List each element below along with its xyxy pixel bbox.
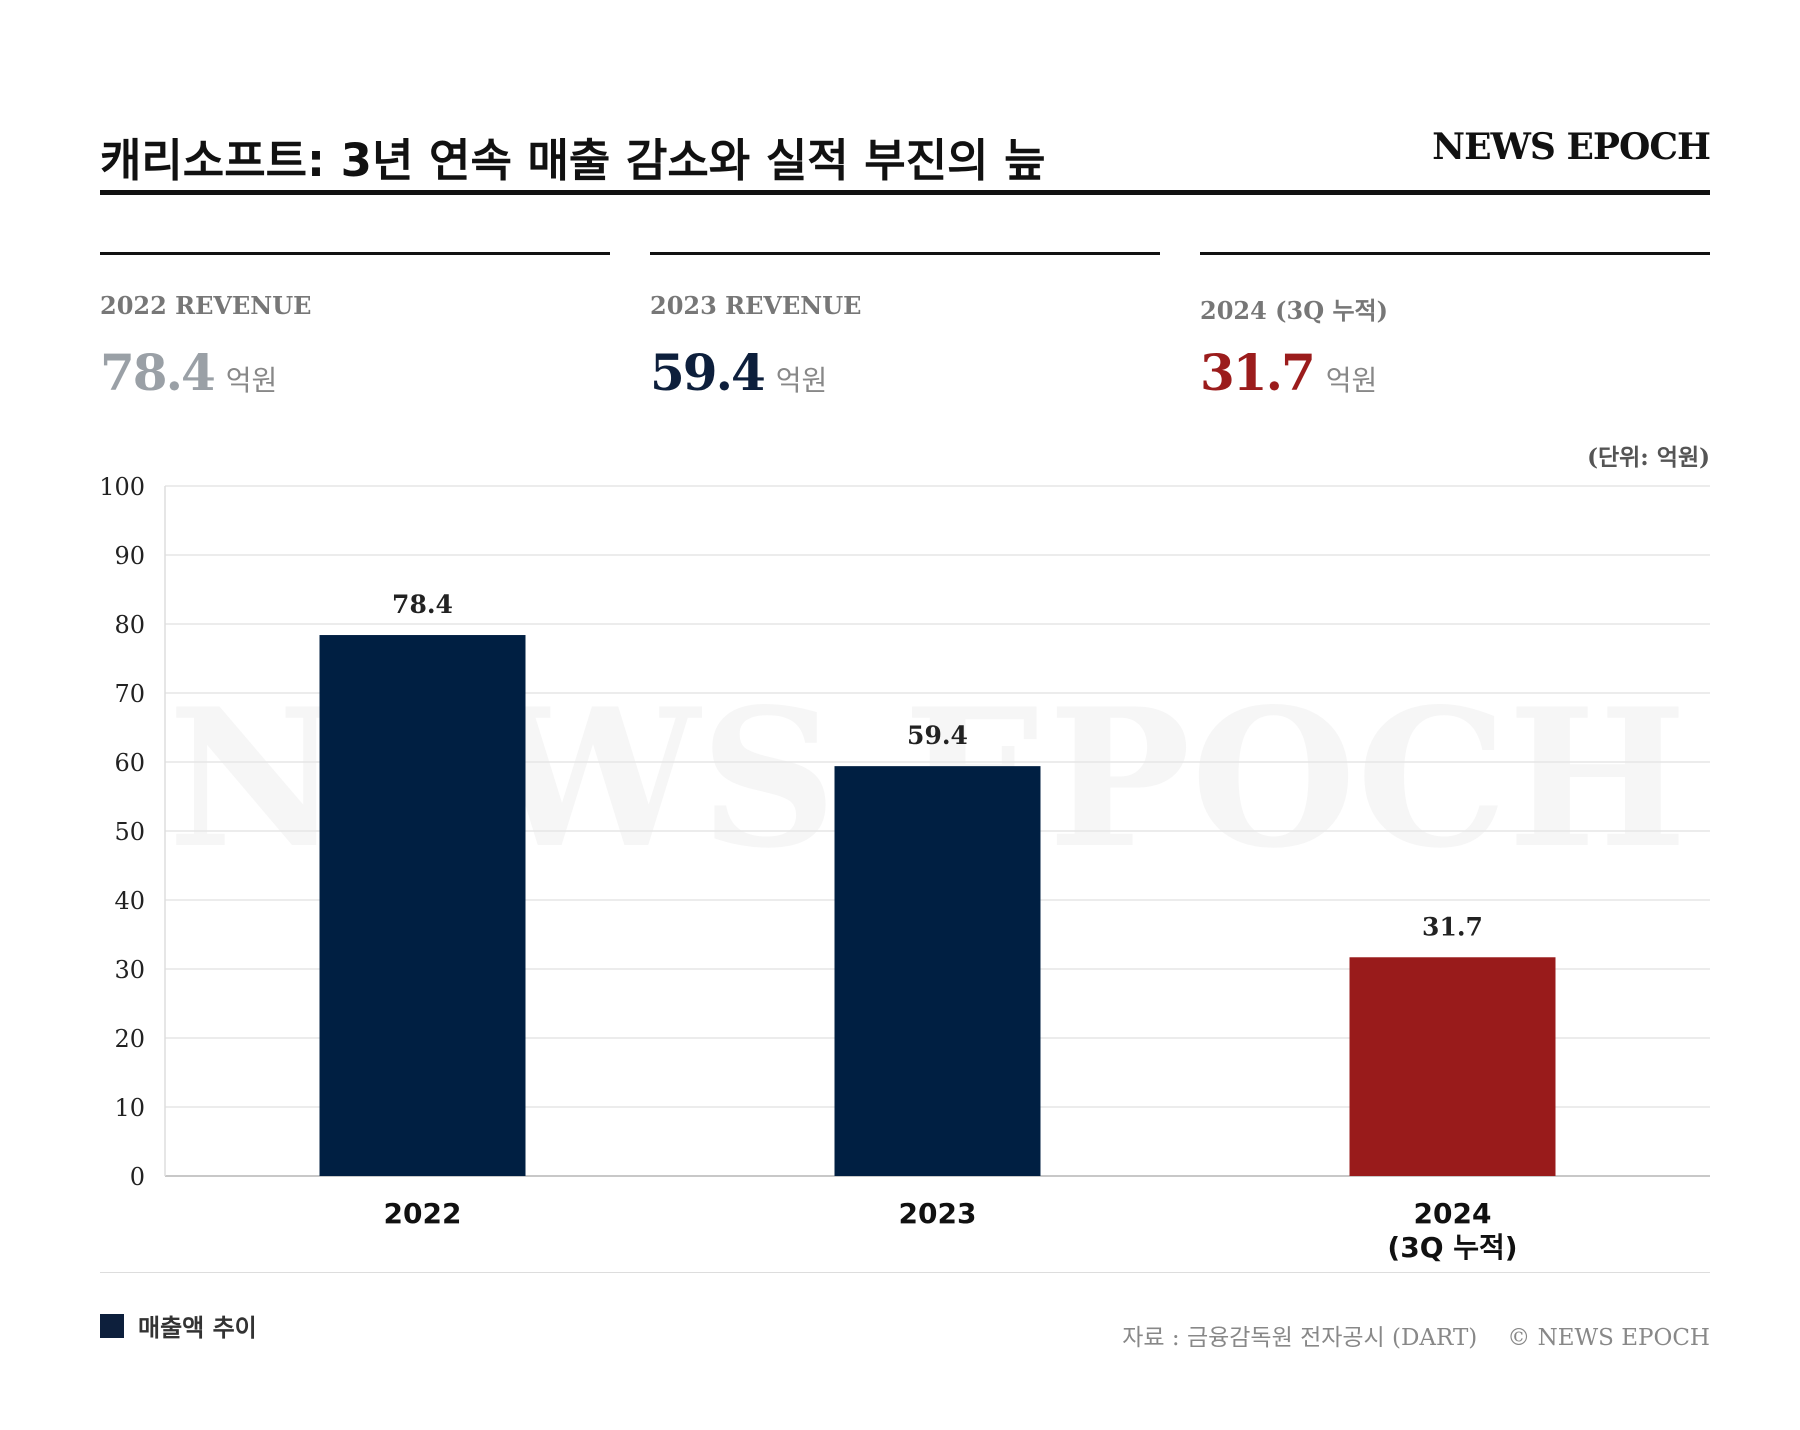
chart-header: 캐리소프트: 3년 연속 매출 감소와 실적 부진의 늪 NEWS EPOCH bbox=[100, 118, 1711, 195]
legend-label: 매출액 추이 bbox=[138, 1314, 257, 1342]
kpi-value-row: 31.7 억원 bbox=[1200, 343, 1377, 402]
source-note: 자료 : 금융감독원 전자공시 (DART) © NEWS EPOCH bbox=[1122, 1318, 1710, 1352]
footer-divider bbox=[100, 1272, 1710, 1273]
y-tick-label: 30 bbox=[114, 956, 145, 984]
kpi-label: 2023 REVENUE bbox=[650, 291, 862, 320]
kpi-unit: 억원 bbox=[1325, 364, 1378, 397]
y-tick-label: 0 bbox=[130, 1163, 145, 1191]
kpi-card-2023: 2023 REVENUE 59.4 억원 bbox=[650, 252, 1160, 405]
kpi-card-2022: 2022 REVENUE 78.4 억원 bbox=[100, 252, 610, 405]
x-tick-label: 2024 bbox=[1414, 1197, 1492, 1230]
y-tick-label: 70 bbox=[114, 680, 145, 708]
kpi-value: 59.4 bbox=[650, 343, 766, 402]
x-tick-label: 2023 bbox=[899, 1197, 977, 1230]
source-text: 자료 : 금융감독원 전자공시 (DART) bbox=[1122, 1325, 1478, 1351]
kpi-value-row: 78.4 억원 bbox=[100, 343, 277, 402]
kpi-label: 2024 (3Q 누적) bbox=[1200, 296, 1388, 325]
x-tick-label: 2022 bbox=[384, 1197, 462, 1230]
kpi-card-2024: 2024 (3Q 누적) 31.7 억원 bbox=[1200, 252, 1710, 405]
kpi-value: 31.7 bbox=[1200, 343, 1316, 402]
data-label: 59.4 bbox=[907, 721, 968, 750]
y-tick-label: 90 bbox=[114, 542, 145, 570]
y-tick-label: 60 bbox=[114, 749, 145, 777]
legend: 매출액 추이 bbox=[100, 1308, 257, 1342]
y-tick-label: 100 bbox=[99, 473, 145, 501]
y-tick-label: 80 bbox=[114, 611, 145, 639]
chart-title: 캐리소프트: 3년 연속 매출 감소와 실적 부진의 늪 bbox=[100, 134, 1046, 187]
kpi-unit: 억원 bbox=[225, 364, 278, 397]
bar bbox=[834, 766, 1041, 1176]
kpi-label: 2022 REVENUE bbox=[100, 291, 312, 320]
kpi-value-row: 59.4 억원 bbox=[650, 343, 827, 402]
y-tick-label: 50 bbox=[114, 818, 145, 846]
kpi-value: 78.4 bbox=[100, 343, 216, 402]
data-label: 78.4 bbox=[392, 590, 453, 619]
brand-logo: NEWS EPOCH bbox=[1432, 126, 1711, 168]
y-tick-label: 20 bbox=[114, 1025, 145, 1053]
unit-note: (단위: 억원) bbox=[1587, 444, 1710, 471]
copyright-text: © NEWS EPOCH bbox=[1507, 1325, 1710, 1351]
kpi-row: 2022 REVENUE 78.4 억원 2023 REVENUE 59.4 억원 … bbox=[100, 252, 1710, 402]
bar bbox=[319, 635, 526, 1176]
bar bbox=[1349, 957, 1556, 1176]
legend-swatch bbox=[100, 1313, 124, 1338]
x-tick-label: (3Q 누적) bbox=[1387, 1231, 1517, 1264]
y-tick-label: 40 bbox=[114, 887, 145, 915]
data-label: 31.7 bbox=[1422, 912, 1483, 941]
y-tick-label: 10 bbox=[114, 1094, 145, 1122]
kpi-unit: 억원 bbox=[775, 364, 828, 397]
